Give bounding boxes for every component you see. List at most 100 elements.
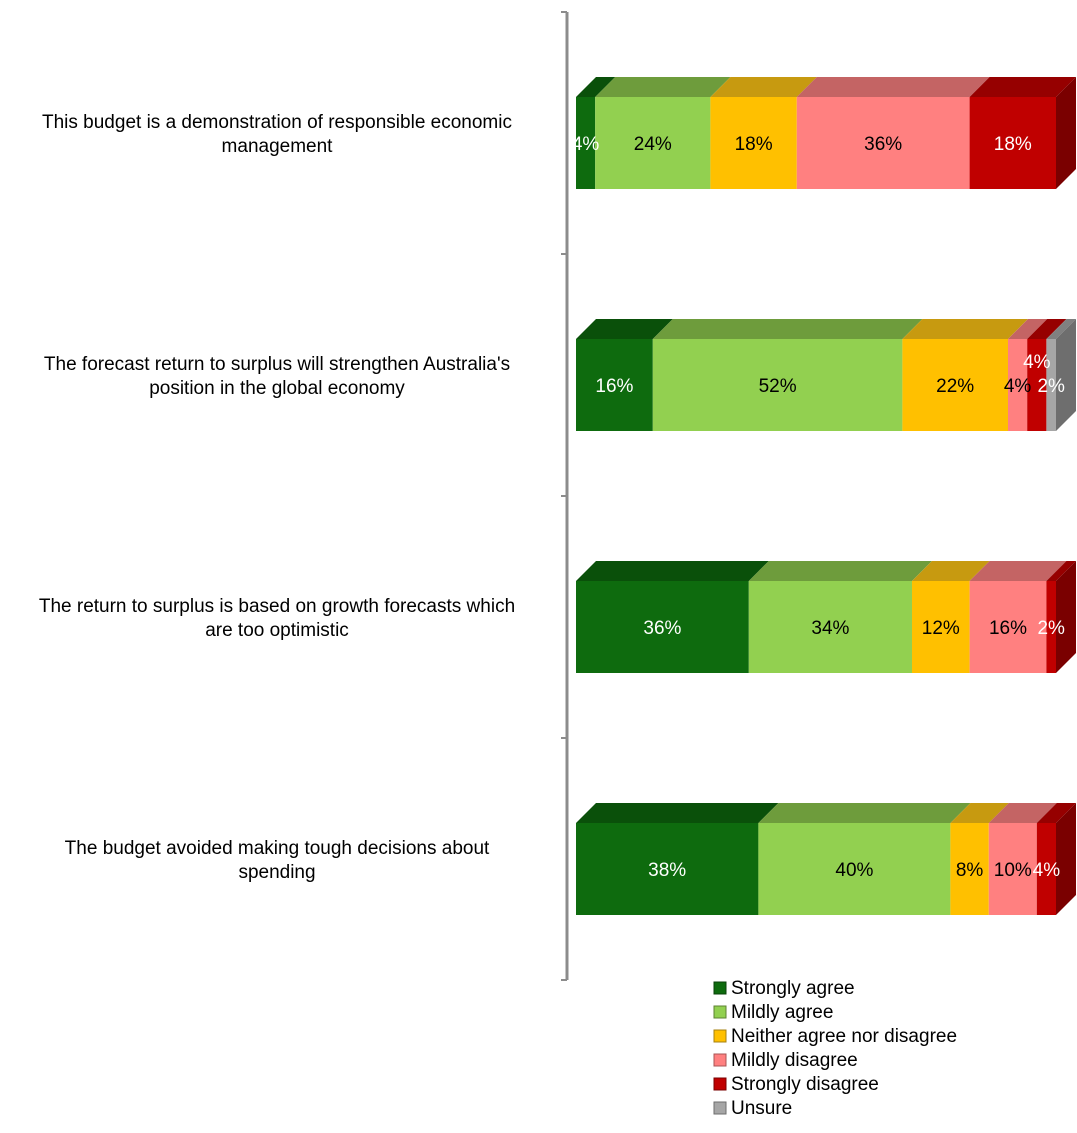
legend-swatch	[713, 1005, 727, 1019]
value-label: 2%	[1037, 376, 1065, 397]
bar-top	[969, 77, 1076, 97]
value-label: 12%	[922, 618, 960, 639]
legend-label: Strongly agree	[731, 978, 855, 999]
bar-side	[1056, 561, 1076, 673]
bar-segment	[969, 561, 1067, 673]
bar-top	[652, 319, 923, 339]
bar-front	[595, 97, 711, 189]
category-label: The budget avoided making tough decision…	[65, 838, 490, 883]
legend-item: Strongly disagree	[713, 1074, 879, 1095]
bar-segment	[748, 561, 932, 673]
value-label: 2%	[1037, 618, 1065, 639]
legend-label: Unsure	[731, 1098, 792, 1119]
bar-segment	[652, 319, 923, 431]
value-label: 4%	[572, 134, 600, 155]
bar-top	[748, 561, 932, 581]
bar-front	[710, 97, 797, 189]
bar-segment	[950, 803, 1009, 915]
bars	[576, 77, 1076, 915]
legend-label: Strongly disagree	[731, 1074, 879, 1095]
bar-segment	[1046, 561, 1076, 673]
bar-front	[969, 97, 1056, 189]
legend-label: Mildly agree	[731, 1002, 833, 1023]
legend-item: Unsure	[713, 1098, 792, 1119]
bar-front	[796, 97, 970, 189]
category-labels: This budget is a demonstration of respon…	[39, 112, 515, 883]
bar-front	[1027, 339, 1047, 431]
value-label: 22%	[936, 376, 974, 397]
bar-top	[796, 77, 990, 97]
bar-top	[912, 561, 990, 581]
bar-segment	[710, 77, 817, 189]
bar-front	[758, 823, 951, 915]
bar-top	[576, 561, 769, 581]
bar-top	[576, 803, 779, 823]
value-label: 36%	[864, 134, 902, 155]
bar-front	[1008, 339, 1028, 431]
category-label: The return to surplus is based on growth…	[39, 596, 515, 641]
value-label: 16%	[989, 618, 1027, 639]
bar-top	[1008, 319, 1048, 339]
bar-front	[902, 339, 1008, 431]
bar-front	[576, 97, 596, 189]
value-label: 18%	[994, 134, 1032, 155]
bar-top	[988, 803, 1057, 823]
bar-top	[1046, 319, 1076, 339]
legend-swatch	[713, 1077, 727, 1091]
bar-top	[950, 803, 1009, 823]
legend-item: Mildly agree	[713, 1002, 833, 1023]
bar-front	[969, 581, 1047, 673]
value-label: 10%	[994, 860, 1032, 881]
bar-segment	[969, 77, 1076, 189]
value-label: 4%	[1023, 352, 1051, 373]
value-label: 8%	[956, 860, 984, 881]
legend-label: Neither agree nor disagree	[731, 1026, 957, 1047]
bar-front	[576, 823, 759, 915]
bar-top	[969, 561, 1067, 581]
value-label: 18%	[735, 134, 773, 155]
bar-front	[576, 581, 749, 673]
legend-swatch	[713, 1029, 727, 1043]
legend: Strongly agree Mildly agree Neither agree …	[713, 978, 957, 1119]
bar-top	[1027, 319, 1067, 339]
value-label: 16%	[595, 376, 633, 397]
bar-segment	[576, 561, 769, 673]
legend-swatch	[713, 1101, 727, 1115]
value-label: 52%	[759, 376, 797, 397]
bar-top	[576, 77, 616, 97]
value-label: 34%	[811, 618, 849, 639]
bar-front	[912, 581, 970, 673]
legend-item: Strongly agree	[713, 978, 855, 999]
value-label: 36%	[643, 618, 681, 639]
value-label: 38%	[648, 860, 686, 881]
legend-swatch	[713, 981, 727, 995]
value-label: 4%	[1004, 376, 1032, 397]
bar-segment	[576, 803, 779, 915]
bar-segment	[1008, 319, 1048, 431]
bar-front	[652, 339, 903, 431]
bar-segment	[576, 77, 616, 189]
bar-top	[576, 319, 673, 339]
bar-side	[1056, 77, 1076, 189]
bar-front	[576, 339, 653, 431]
bar-top	[1036, 803, 1076, 823]
legend-swatch	[713, 1053, 727, 1067]
value-label: 4%	[1033, 860, 1061, 881]
bar-top	[902, 319, 1028, 339]
bar-segment	[902, 319, 1028, 431]
value-label: 40%	[835, 860, 873, 881]
bar-side	[1056, 803, 1076, 915]
bar-top	[758, 803, 971, 823]
bar-segment	[796, 77, 990, 189]
legend-item: Neither agree nor disagree	[713, 1026, 957, 1047]
bar-front	[1036, 823, 1056, 915]
bar-segment	[576, 319, 673, 431]
bar-top	[1046, 561, 1076, 581]
bar-top	[595, 77, 731, 97]
bar-front	[1046, 339, 1056, 431]
category-label: This budget is a demonstration of respon…	[42, 112, 512, 157]
category-label: The forecast return to surplus will stre…	[44, 354, 510, 399]
bar-segment	[1027, 319, 1067, 431]
bar-front	[1046, 581, 1056, 673]
